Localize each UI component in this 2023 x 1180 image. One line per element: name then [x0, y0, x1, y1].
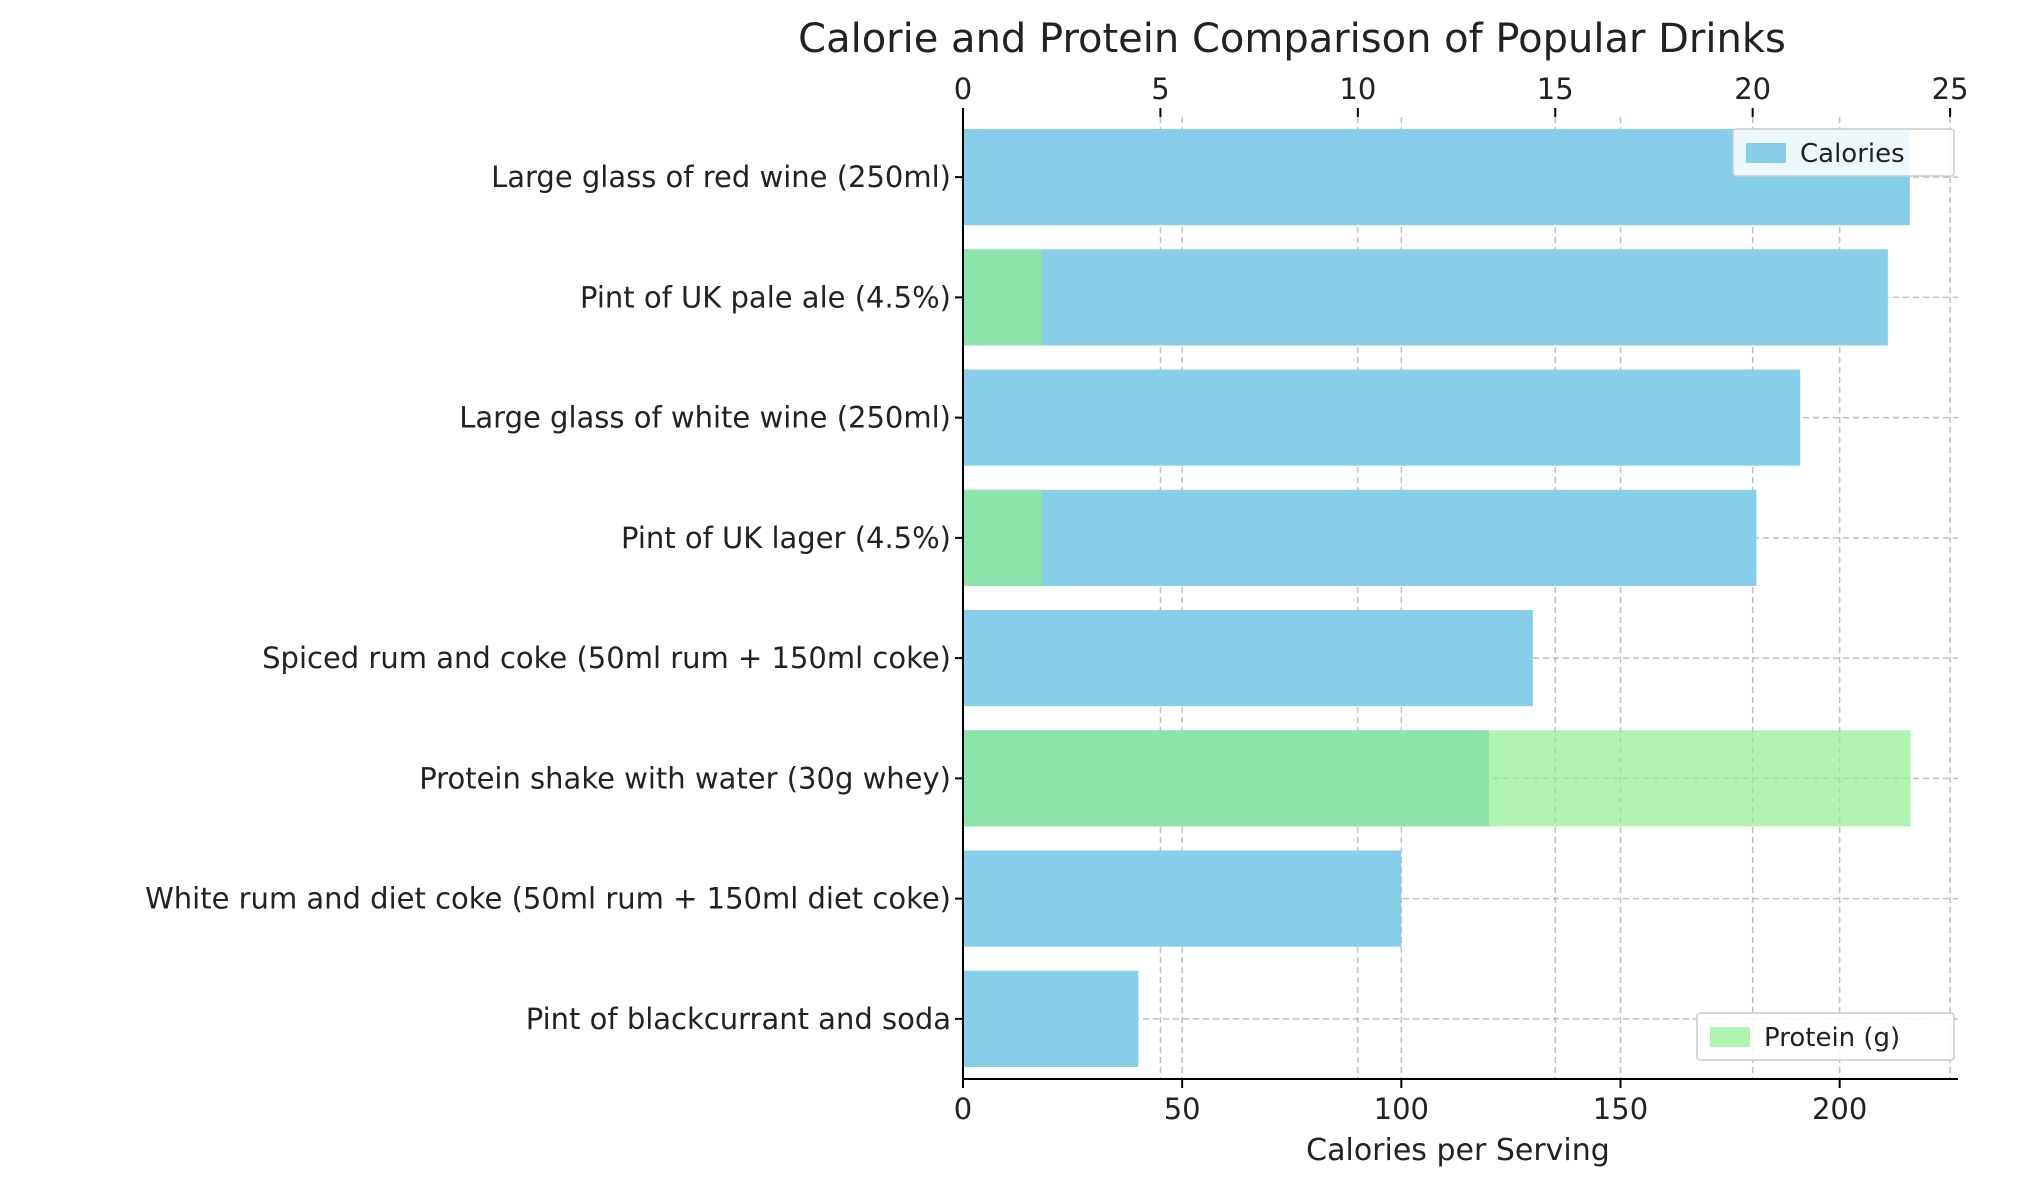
tick-label-top-4: 20 — [1734, 72, 1771, 106]
tick-label-bottom-4: 200 — [1812, 1092, 1867, 1126]
category-label-7: Pint of blackcurrant and soda — [526, 1002, 951, 1036]
legend-protein: Protein (g) — [1696, 1012, 1955, 1061]
legend-protein-label: Protein (g) — [1764, 1023, 1900, 1053]
legend-calories-box — [1732, 128, 1955, 177]
tick-label-bottom-3: 150 — [1593, 1092, 1648, 1126]
bars — [963, 129, 1911, 1067]
category-labels: Large glass of red wine (250ml) Pint of U… — [145, 160, 951, 1036]
bar-protein-3 — [963, 489, 1042, 586]
legend-calories-swatch — [1746, 143, 1786, 163]
bar-protein-5 — [963, 730, 1911, 827]
category-label-1: Pint of UK pale ale (4.5%) — [580, 280, 951, 314]
category-label-2: Large glass of white wine (250ml) — [459, 401, 951, 435]
legend-protein-swatch — [1710, 1027, 1750, 1047]
tick-label-bottom-0: 0 — [954, 1092, 972, 1126]
tick-label-top-2: 10 — [1339, 72, 1376, 106]
bar-calories-3 — [963, 489, 1757, 586]
bar-calories-7 — [963, 970, 1139, 1067]
category-label-3: Pint of UK lager (4.5%) — [621, 521, 951, 555]
category-label-0: Large glass of red wine (250ml) — [491, 160, 951, 194]
tick-label-bottom-1: 50 — [1164, 1092, 1201, 1126]
bar-calories-2 — [963, 369, 1801, 466]
tick-label-bottom-2: 100 — [1374, 1092, 1429, 1126]
legend-calories-label: Calories — [1800, 139, 1905, 169]
chart-title: Calorie and Protein Comparison of Popula… — [798, 16, 1786, 62]
axes: 0 50 100 150 200 0 5 10 15 20 25 — [954, 72, 1969, 1126]
category-label-4: Spiced rum and coke (50ml rum + 150ml co… — [262, 641, 951, 675]
bar-calories-1 — [963, 249, 1888, 346]
tick-label-top-5: 25 — [1932, 72, 1969, 106]
x-axis-label: Calories per Serving — [1306, 1133, 1610, 1168]
legend-protein-box — [1696, 1012, 1955, 1061]
legend-calories: Calories — [1732, 128, 1955, 177]
category-label-5: Protein shake with water (30g whey) — [419, 761, 951, 795]
tick-label-top-3: 15 — [1537, 72, 1574, 106]
bar-protein-1 — [963, 249, 1042, 346]
bar-calories-6 — [963, 850, 1402, 947]
tick-label-top-1: 5 — [1151, 72, 1169, 106]
category-label-6: White rum and diet coke (50ml rum + 150m… — [145, 882, 951, 916]
tick-label-top-0: 0 — [954, 72, 972, 106]
bar-calories-4 — [963, 610, 1533, 707]
